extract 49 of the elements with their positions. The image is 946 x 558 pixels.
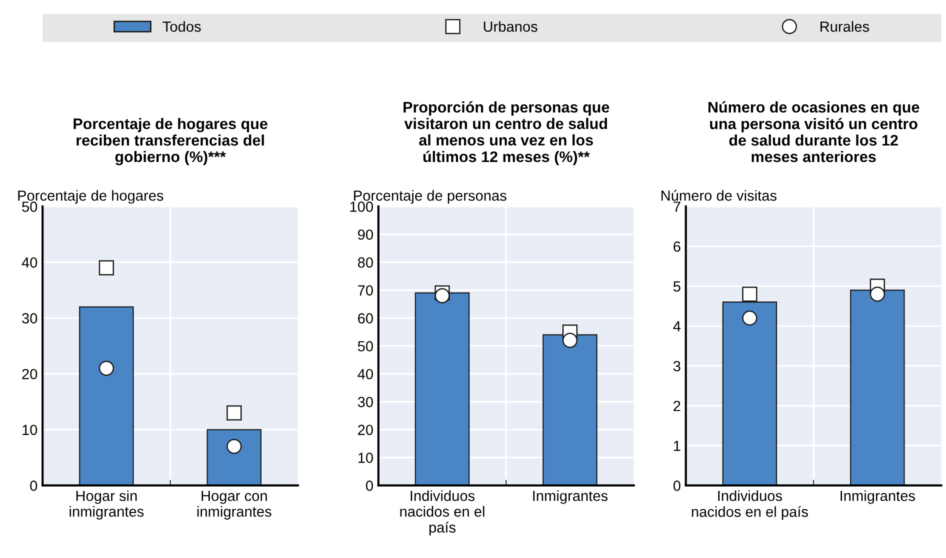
y-tick-label: 7 — [674, 202, 680, 212]
point — [226, 405, 242, 420]
point — [226, 438, 242, 454]
y-tick-label: 10 — [358, 452, 373, 463]
y-tick-label: 0 — [30, 480, 38, 491]
point — [870, 286, 885, 302]
legend-label: Todos — [162, 21, 201, 32]
point — [742, 286, 758, 302]
point — [434, 288, 450, 304]
y-tick-label: 100 — [350, 202, 373, 212]
x-tick-label: Inmigrantes — [840, 490, 915, 504]
y-tick-label: 5 — [673, 281, 680, 292]
x-tick-label: Individuos nacidos en el país — [692, 490, 808, 520]
y-tick-label: 40 — [358, 368, 373, 380]
point — [742, 310, 758, 326]
y-axis-title: Número de visitas — [662, 190, 776, 201]
x-tick-label: Hogar sin inmigrantes — [70, 490, 144, 520]
y-tick-label: 40 — [22, 257, 38, 268]
y-tick-label: 4 — [673, 321, 681, 332]
x-tick-label: Hogar con inmigrantes — [197, 490, 272, 520]
point — [98, 360, 114, 376]
y-tick-label: 1 — [674, 440, 680, 451]
y-tick-label: 3 — [673, 360, 680, 372]
x-tick-label: Inmigrantes — [533, 490, 608, 504]
chart-title: Proporción de personas que visitaron un centro de salud al menos una vez en los últimos 12 meses (%)** — [404, 101, 610, 166]
y-tick-label: 0 — [673, 480, 680, 491]
y-tick-label: 50 — [358, 341, 373, 352]
y-tick-label: 20 — [22, 368, 38, 380]
point — [98, 260, 114, 276]
legend-label: Rurales — [820, 21, 870, 32]
y-tick-label: 20 — [358, 424, 373, 436]
legend-label: Urbanos — [484, 21, 538, 32]
chart-title: Porcentaje de hogares que reciben transferencias del gobierno (%)*** — [74, 118, 268, 166]
y-axis-title: Porcentaje de hogares — [18, 190, 164, 204]
y-tick-label: 30 — [358, 396, 373, 408]
x-tick-label: Individuos nacidos en el país — [400, 490, 484, 536]
y-axis-title: Porcentaje de personas — [354, 190, 506, 204]
y-tick-label: 80 — [358, 257, 373, 268]
y-tick-label: 90 — [358, 229, 373, 240]
y-tick-label: 10 — [22, 424, 38, 436]
chart-title: Número de ocasiones en que una persona visitó un centro de salud durante los 12 meses anteriores — [708, 101, 920, 162]
y-tick-label: 30 — [22, 313, 38, 324]
point — [562, 332, 578, 348]
y-tick-label: 6 — [674, 241, 680, 252]
y-tick-label: 50 — [22, 202, 38, 212]
y-tick-label: 70 — [358, 285, 373, 296]
y-tick-label: 0 — [366, 480, 373, 491]
y-tick-label: 60 — [358, 313, 373, 324]
y-tick-label: 2 — [674, 400, 680, 412]
